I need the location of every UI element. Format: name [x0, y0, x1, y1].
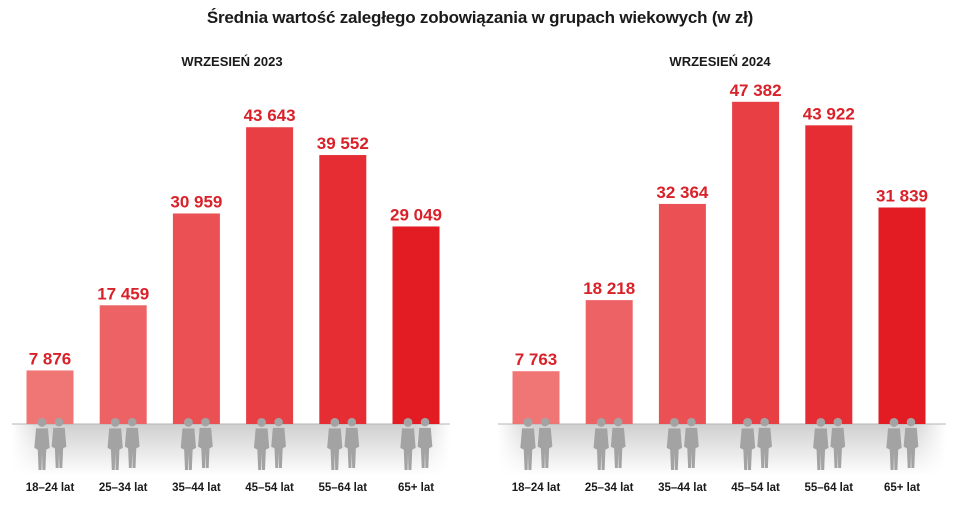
person-silhouette-icon: [180, 417, 197, 470]
category-label: 55–64 lat: [318, 482, 367, 494]
person-silhouette-icon: [271, 417, 286, 468]
chart-subtitle: WRZESIEŃ 2023: [181, 54, 282, 69]
bar: [805, 125, 853, 425]
category-label: 35–44 lat: [172, 482, 221, 494]
category-label: 18–24 lat: [26, 482, 75, 494]
value-label: 31 839: [876, 186, 928, 205]
category-label: 18–24 lat: [512, 482, 561, 494]
chart-subtitle: WRZESIEŃ 2024: [669, 54, 771, 69]
person-silhouette-icon: [830, 417, 846, 468]
category-label: 55–64 lat: [804, 482, 853, 494]
bar: [878, 207, 926, 424]
person-silhouette-icon: [684, 417, 699, 468]
floor-fade: [12, 424, 450, 476]
category-label: 65+ lat: [398, 482, 434, 494]
category-label: 25–34 lat: [585, 482, 634, 494]
bar: [392, 226, 440, 424]
bar: [26, 370, 74, 424]
person-silhouette-icon: [51, 417, 67, 468]
person-silhouette-icon: [34, 417, 50, 470]
category-label: 25–34 lat: [99, 482, 148, 494]
person-silhouette-icon: [593, 417, 609, 470]
value-label: 29 049: [390, 205, 442, 224]
person-silhouette-icon: [886, 417, 902, 470]
bar: [172, 213, 220, 424]
chart-title: Średnia wartość zaległego zobowiązania w…: [206, 8, 754, 27]
value-label: 43 922: [803, 104, 855, 123]
value-label: 7 763: [515, 350, 558, 369]
value-label: 18 218: [583, 279, 635, 298]
person-silhouette-icon: [757, 417, 772, 468]
bar: [246, 127, 294, 424]
person-silhouette-icon: [198, 417, 213, 468]
person-silhouette-icon: [666, 417, 683, 470]
person-silhouette-icon: [253, 417, 270, 470]
person-silhouette-icon: [327, 417, 343, 470]
person-silhouette-icon: [344, 417, 360, 468]
value-label: 7 876: [29, 349, 72, 368]
chart-panel-2: WRZESIEŃ 2024 7 763 18–24 lat 18 218 25–34 l…: [498, 54, 946, 494]
chart-panel-1: WRZESIEŃ 2023 7 876 18–24 lat 17 459 25–34 l…: [12, 54, 450, 494]
value-label: 43 643: [244, 106, 296, 125]
value-label: 17 459: [97, 284, 149, 303]
floor-fade: [498, 424, 946, 476]
person-silhouette-icon: [124, 417, 140, 468]
person-silhouette-icon: [610, 417, 626, 468]
bar: [319, 155, 367, 425]
value-label: 32 364: [656, 183, 709, 202]
value-label: 39 552: [317, 134, 369, 153]
person-silhouette-icon: [537, 417, 553, 468]
person-silhouette-icon: [400, 417, 416, 470]
bar: [732, 101, 780, 424]
category-label: 65+ lat: [884, 482, 920, 494]
bar: [99, 305, 147, 424]
person-silhouette-icon: [107, 417, 123, 470]
category-label: 45–54 lat: [731, 482, 780, 494]
value-label: 30 959: [170, 192, 222, 211]
person-silhouette-icon: [417, 417, 433, 468]
person-silhouette-icon: [739, 417, 756, 470]
person-silhouette-icon: [813, 417, 829, 470]
value-label: 47 382: [730, 81, 782, 100]
category-label: 45–54 lat: [245, 482, 294, 494]
category-label: 35–44 lat: [658, 482, 707, 494]
bar: [585, 300, 633, 424]
person-silhouette-icon: [520, 417, 536, 470]
person-silhouette-icon: [903, 417, 919, 468]
bar: [512, 371, 560, 424]
bar: [658, 203, 706, 424]
